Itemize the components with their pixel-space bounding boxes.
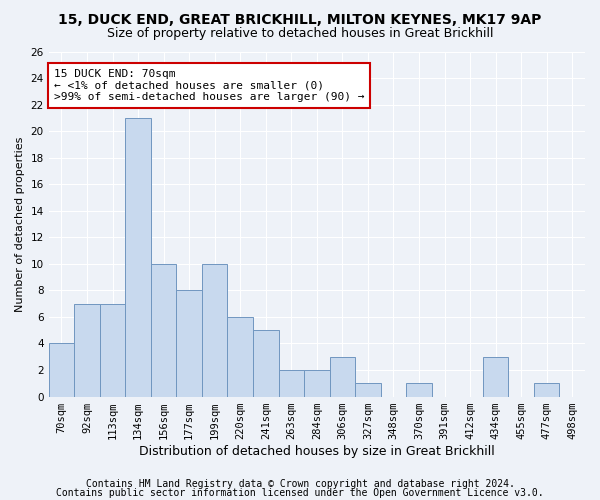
Bar (74, 304, 100, 396)
Text: 15 DUCK END: 70sqm
← <1% of detached houses are smaller (0)
>99% of semi-detache: 15 DUCK END: 70sqm ← <1% of detached hou… (54, 69, 365, 102)
Bar (355, 384, 380, 396)
Bar (406, 384, 432, 396)
Text: 15, DUCK END, GREAT BRICKHILL, MILTON KEYNES, MK17 9AP: 15, DUCK END, GREAT BRICKHILL, MILTON KE… (58, 12, 542, 26)
Bar (151, 264, 176, 396)
Text: Contains public sector information licensed under the Open Government Licence v3: Contains public sector information licen… (56, 488, 544, 498)
Bar (278, 370, 304, 396)
Bar (483, 357, 508, 397)
Bar (534, 384, 559, 396)
Bar (202, 264, 227, 396)
Text: Size of property relative to detached houses in Great Brickhill: Size of property relative to detached ho… (107, 28, 493, 40)
Bar (329, 357, 355, 397)
Bar (227, 317, 253, 396)
Y-axis label: Number of detached properties: Number of detached properties (15, 136, 25, 312)
Bar (100, 304, 125, 396)
Bar (176, 290, 202, 397)
Bar (125, 118, 151, 396)
Bar (304, 370, 329, 396)
X-axis label: Distribution of detached houses by size in Great Brickhill: Distribution of detached houses by size … (139, 444, 495, 458)
Text: Contains HM Land Registry data © Crown copyright and database right 2024.: Contains HM Land Registry data © Crown c… (86, 479, 514, 489)
Bar (49, 344, 74, 396)
Bar (253, 330, 278, 396)
